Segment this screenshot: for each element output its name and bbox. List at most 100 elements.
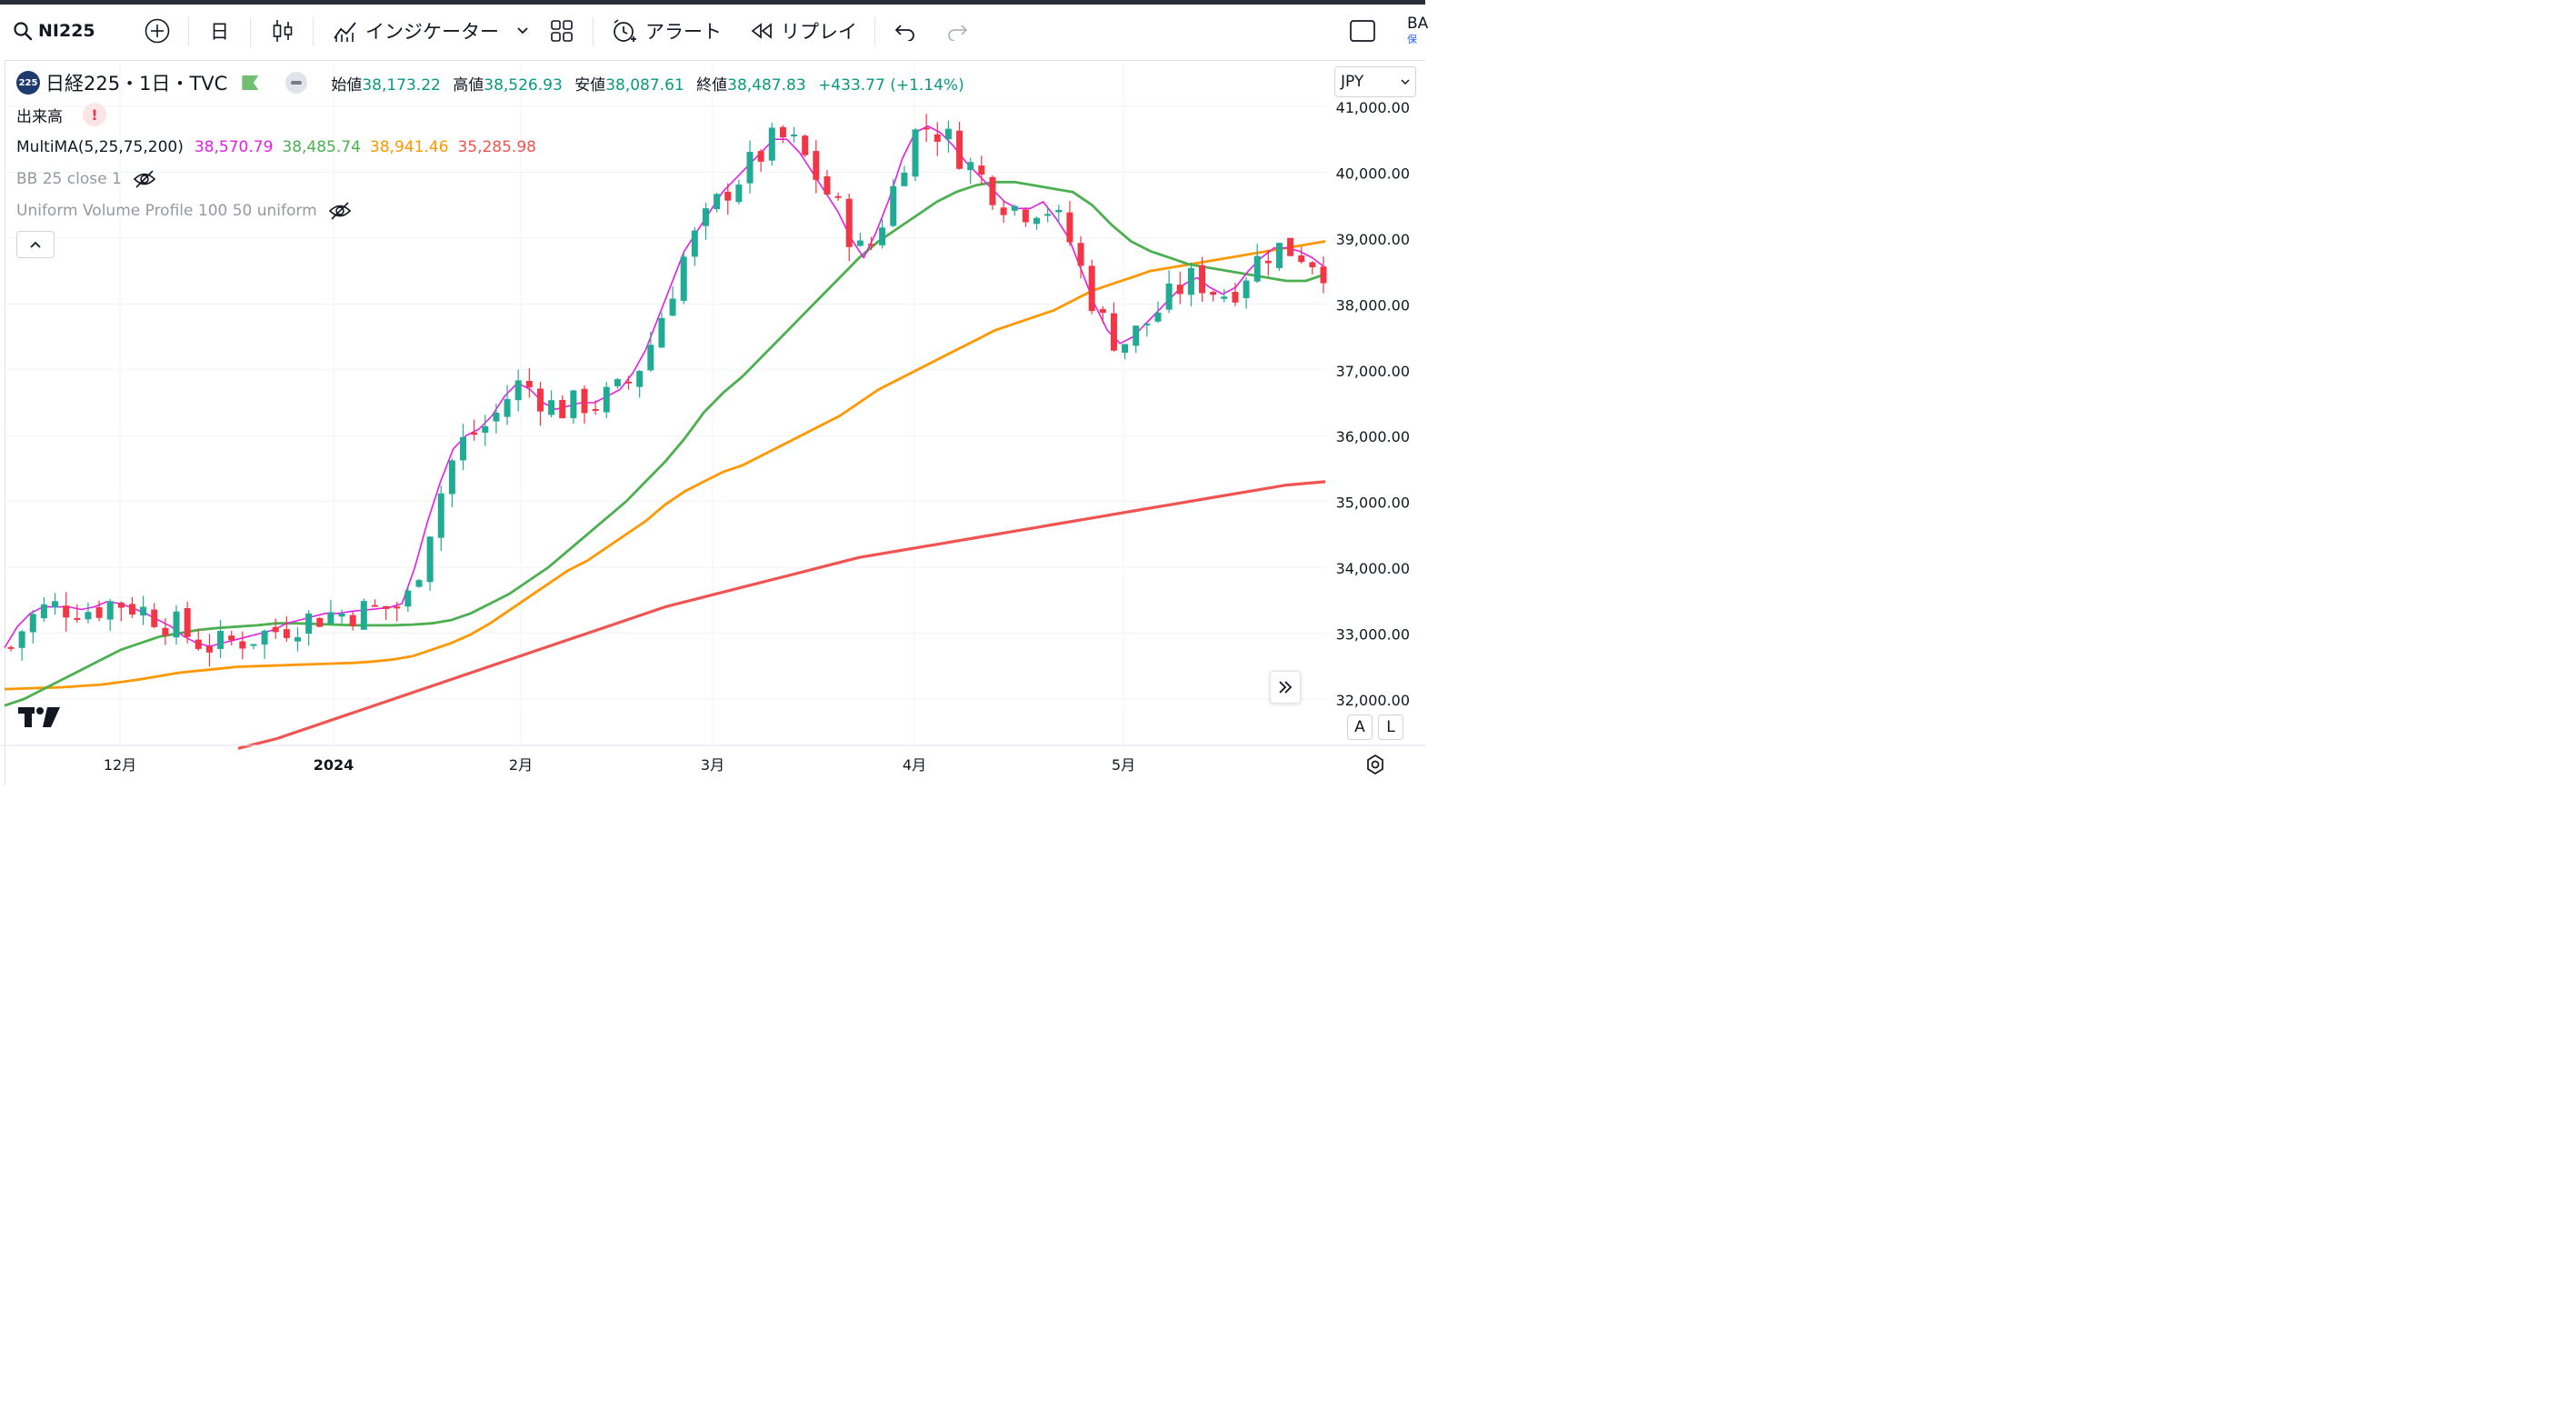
candle-down — [239, 641, 246, 649]
candle-down — [934, 134, 941, 142]
candle-up — [448, 460, 455, 495]
candle-down — [1099, 309, 1106, 314]
price-tick-label: 41,000.00 — [1336, 99, 1410, 116]
chevron-down-icon — [1401, 79, 1410, 85]
indicators-dropdown[interactable] — [515, 5, 530, 56]
candle-up — [217, 630, 225, 649]
candle-up — [1033, 217, 1041, 225]
candle-down — [128, 604, 135, 615]
candle-up — [437, 493, 444, 538]
candle-up — [294, 637, 301, 642]
candle-down — [824, 175, 831, 195]
volume-profile-label: Uniform Volume Profile 100 50 uniform — [16, 202, 317, 220]
moving-average-lines — [4, 125, 1326, 750]
chart-pane[interactable] — [5, 60, 1425, 785]
high-value: 38,526.93 — [484, 75, 563, 95]
compare-symbol-button[interactable] — [144, 5, 171, 56]
candle-down — [272, 626, 279, 633]
price-tick-label: 37,000.00 — [1336, 363, 1410, 380]
ma5-value: 38,570.79 — [194, 138, 274, 156]
candle-up — [879, 227, 886, 245]
auto-scale-button[interactable]: A — [1347, 714, 1373, 740]
interval-button[interactable]: 日 — [210, 5, 229, 56]
candle-up — [327, 612, 334, 624]
fullscreen-button[interactable] — [1349, 5, 1376, 56]
tradingview-logo[interactable] — [18, 704, 62, 729]
candle-down — [559, 399, 566, 419]
candle-down — [1199, 265, 1206, 294]
candle-down — [283, 629, 290, 638]
candle-down — [1232, 292, 1239, 303]
ma200-line — [237, 480, 1326, 750]
layouts-button[interactable] — [550, 5, 574, 56]
currency-select[interactable]: JPY — [1334, 66, 1416, 97]
candles-icon — [273, 19, 293, 42]
candle-down — [1000, 207, 1007, 215]
symbol-search[interactable]: NI225 — [13, 5, 95, 56]
eye-off-icon[interactable] — [328, 201, 352, 221]
candle-up — [1275, 243, 1283, 268]
candle-down — [1287, 237, 1294, 256]
toolbar-divider — [313, 17, 314, 46]
log-scale-button[interactable]: L — [1378, 714, 1403, 740]
candle-down — [151, 609, 158, 627]
candle-down — [228, 635, 235, 641]
alert-button[interactable]: アラート — [611, 5, 722, 56]
candle-down — [845, 198, 853, 247]
scroll-to-realtime-button[interactable] — [1270, 671, 1301, 704]
candle-up — [85, 612, 92, 620]
candle-down — [802, 135, 809, 155]
candle-down — [581, 388, 588, 414]
candle-down — [471, 432, 478, 435]
candle-up — [460, 436, 467, 461]
symbol-legend[interactable]: 225 日経225・1日・TVC 始値38,173.22 高値38,526.93… — [16, 71, 964, 95]
chart-type-button[interactable] — [272, 5, 294, 56]
candle-up — [714, 194, 721, 210]
indicators-button[interactable]: インジケーター — [333, 5, 499, 56]
candle-down — [195, 639, 202, 649]
open-label: 始値 — [331, 75, 363, 95]
price-tick-label: 38,000.00 — [1336, 296, 1410, 314]
collapse-pill[interactable] — [285, 72, 308, 94]
candle-up — [658, 317, 665, 348]
price-axis: 41,000.00 40,000.00 39,000.00 38,000.00 37,0… — [1336, 99, 1410, 709]
candle-down — [383, 605, 390, 609]
replay-button[interactable]: リプレイ — [750, 5, 857, 56]
replay-label: リプレイ — [781, 20, 857, 43]
candle-down — [1088, 265, 1095, 312]
candle-up — [570, 390, 577, 418]
redo-button[interactable] — [945, 5, 969, 56]
candle-up — [1154, 312, 1162, 322]
candle-down — [394, 606, 401, 609]
top-toolbar: NI225 日 インジケーター アラート リプレイ BA 保 — [0, 0, 1428, 56]
undo-button[interactable] — [894, 5, 917, 56]
candle-down — [1066, 212, 1073, 243]
search-icon — [14, 21, 33, 40]
price-tick-label: 34,000.00 — [1336, 560, 1410, 577]
candle-down — [1320, 266, 1327, 284]
chart-settings-button[interactable] — [1362, 751, 1389, 778]
multima-legend[interactable]: MultiMA(5,25,75,200) 38,570.79 38,485.74… — [16, 136, 536, 158]
volume-legend[interactable]: 出来高 ! — [16, 103, 106, 126]
candle-up — [1187, 267, 1194, 295]
candle-up — [250, 644, 257, 646]
indicators-icon — [334, 21, 356, 42]
rewind-icon — [751, 22, 772, 39]
candle-down — [1298, 255, 1305, 263]
price-tick-label: 33,000.00 — [1336, 626, 1410, 644]
collapse-legend-button[interactable] — [16, 231, 55, 258]
bb-legend[interactable]: BB 25 close 1 — [16, 168, 156, 190]
candle-up — [1165, 283, 1173, 310]
candle-up — [614, 379, 621, 386]
account-clip[interactable]: BA 保 — [1407, 15, 1428, 48]
time-tick-label: 2024 — [314, 756, 354, 774]
candle-up — [669, 298, 676, 316]
ma5-line — [4, 125, 1326, 648]
symbol-title: 日経225・1日・TVC — [45, 73, 228, 95]
candle-down — [117, 602, 125, 608]
eye-off-icon[interactable] — [133, 169, 156, 189]
volume-profile-legend[interactable]: Uniform Volume Profile 100 50 uniform — [16, 200, 352, 222]
price-chart[interactable]: 41,000.00 40,000.00 39,000.00 38,000.00 37,0… — [0, 0, 1425, 785]
candle-up — [1221, 296, 1228, 299]
toolbar-divider — [188, 17, 189, 46]
